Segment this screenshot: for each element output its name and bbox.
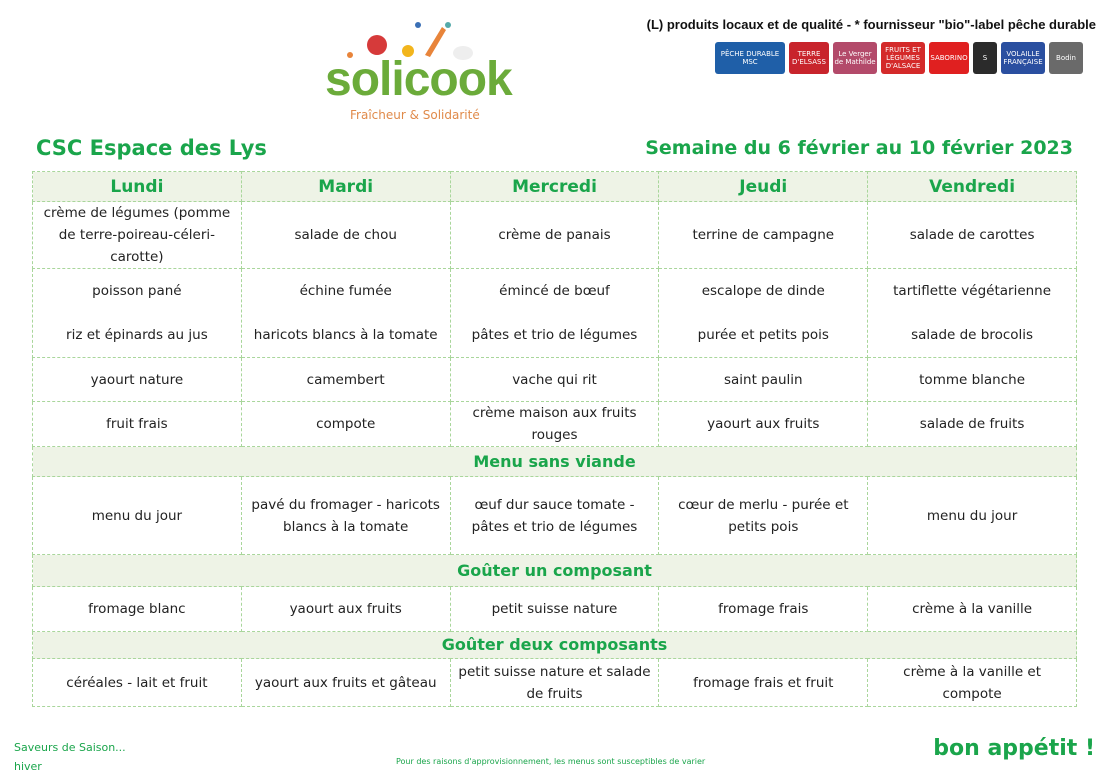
main-course-cell: émincé de bœuf pâtes et trio de légumes <box>449 268 660 358</box>
dish: échine fumée <box>299 283 392 299</box>
day-header: Vendredi <box>867 171 1077 202</box>
starter-cell: terrine de campagne <box>658 201 869 269</box>
main-course-cell: escalope de dinde purée et petits pois <box>658 268 869 358</box>
cheese-cell: camembert <box>240 357 451 402</box>
week-title: Semaine du 6 février au 10 février 2023 <box>645 137 1073 159</box>
side-dish: pâtes et trio de légumes <box>471 327 638 343</box>
snack-two-cell: fromage frais et fruit <box>658 658 869 707</box>
side-dish: salade de brocolis <box>911 327 1034 343</box>
day-header: Mardi <box>240 171 451 202</box>
legend-text: (L) produits locaux et de qualité - * fo… <box>646 17 1096 32</box>
menu-table: Lundi Mardi Mercredi Jeudi Vendredi crème de… <box>32 171 1077 707</box>
section-title: Menu sans viande <box>32 446 1077 477</box>
snack-one-row: fromage blanc yaourt aux fruits petit suis… <box>32 586 1077 632</box>
snack-one-cell: fromage blanc <box>32 586 242 632</box>
main-course-cell: tartiflette végétarienne salade de brocol… <box>867 268 1077 358</box>
supply-note: Pour des raisons d'approvisionnement, le… <box>396 757 706 766</box>
season-label: Saveurs de Saison... <box>14 741 126 754</box>
dessert-cell: compote <box>240 401 451 447</box>
vegetarian-row: menu du jour pavé du fromager - haricots … <box>32 476 1077 555</box>
main-course-cell: échine fumée haricots blancs à la tomate <box>240 268 451 358</box>
label-logo-icon: FRUITS ET LÉGUMES D'ALSACE <box>881 42 925 74</box>
cheese-cell: saint paulin <box>658 357 869 402</box>
logo-wordmark: solicook <box>325 53 513 106</box>
site-name: CSC Espace des Lys <box>36 136 267 160</box>
main-course-row: poisson pané riz et épinards au jus échine… <box>32 268 1077 358</box>
dessert-cell: yaourt aux fruits <box>658 401 869 447</box>
snack-two-row: céréales - lait et fruit yaourt aux fruit… <box>32 658 1077 707</box>
section-title: Goûter deux composants <box>32 631 1077 659</box>
closing-text: bon appétit ! <box>933 736 1095 761</box>
snack-two-cell: céréales - lait et fruit <box>32 658 242 707</box>
cheese-cell: vache qui rit <box>449 357 660 402</box>
label-logo-icon: Bodin <box>1049 42 1083 74</box>
snack-one-cell: crème à la vanille <box>867 586 1077 632</box>
dessert-cell: salade de fruits <box>867 401 1077 447</box>
quality-labels: PÊCHE DURABLE MSC TERRE D'ELSASS Le Verger… <box>715 42 1083 74</box>
day-header: Lundi <box>32 171 242 202</box>
snack-two-cell: petit suisse nature et salade de fruits <box>449 658 660 707</box>
dish: poisson pané <box>92 283 182 299</box>
snack-two-cell: crème à la vanille et compote <box>867 658 1077 707</box>
label-logo-icon: Le Verger de Mathilde <box>833 42 877 74</box>
side-dish: purée et petits pois <box>697 327 829 343</box>
dessert-cell: crème maison aux fruits rouges <box>449 401 660 447</box>
dessert-cell: fruit frais <box>32 401 242 447</box>
starter-cell: crème de légumes (pomme de terre-poireau… <box>32 201 242 269</box>
vegetarian-cell: pavé du fromager - haricots blancs à la … <box>240 476 451 555</box>
side-dish: haricots blancs à la tomate <box>253 327 438 343</box>
snack-one-cell: fromage frais <box>658 586 869 632</box>
starter-cell: crème de panais <box>449 201 660 269</box>
starter-row: crème de légumes (pomme de terre-poireau… <box>32 201 1077 269</box>
vegetarian-cell: œuf dur sauce tomate - pâtes et trio de … <box>449 476 660 555</box>
starter-cell: salade de carottes <box>867 201 1077 269</box>
section-title: Goûter un composant <box>32 554 1077 587</box>
logo-fruits-icon <box>347 22 473 60</box>
snack-one-cell: yaourt aux fruits <box>240 586 451 632</box>
label-logo-icon: TERRE D'ELSASS <box>789 42 829 74</box>
snack-one-cell: petit suisse nature <box>449 586 660 632</box>
label-logo-icon: VOLAILLE FRANÇAISE <box>1001 42 1045 74</box>
starter-cell: salade de chou <box>240 201 451 269</box>
label-logo-icon: SABORINO <box>929 42 969 74</box>
dish: tartiflette végétarienne <box>893 283 1052 299</box>
day-header: Jeudi <box>658 171 869 202</box>
main-course-cell: poisson pané riz et épinards au jus <box>32 268 242 358</box>
dessert-row: fruit frais compote crème maison aux fruit… <box>32 401 1077 447</box>
vegetarian-cell: menu du jour <box>32 476 242 555</box>
cheese-cell: yaourt nature <box>32 357 242 402</box>
dish: escalope de dinde <box>701 283 825 299</box>
vegetarian-cell: cœur de merlu - purée et petits pois <box>658 476 869 555</box>
cheese-cell: tomme blanche <box>867 357 1077 402</box>
season-info: Saveurs de Saison... hiver <box>14 738 126 776</box>
label-logo-icon: PÊCHE DURABLE MSC <box>715 42 785 74</box>
dish: émincé de bœuf <box>499 283 610 299</box>
cheese-row: yaourt nature camembert vache qui rit saint… <box>32 357 1077 402</box>
vegetarian-cell: menu du jour <box>867 476 1077 555</box>
snack-two-cell: yaourt aux fruits et gâteau <box>240 658 451 707</box>
label-logo-icon: S <box>973 42 997 74</box>
day-header: Mercredi <box>449 171 660 202</box>
side-dish: riz et épinards au jus <box>66 327 208 343</box>
season: hiver <box>14 760 42 773</box>
logo-tagline: Fraîcheur & Solidarité <box>350 108 480 122</box>
